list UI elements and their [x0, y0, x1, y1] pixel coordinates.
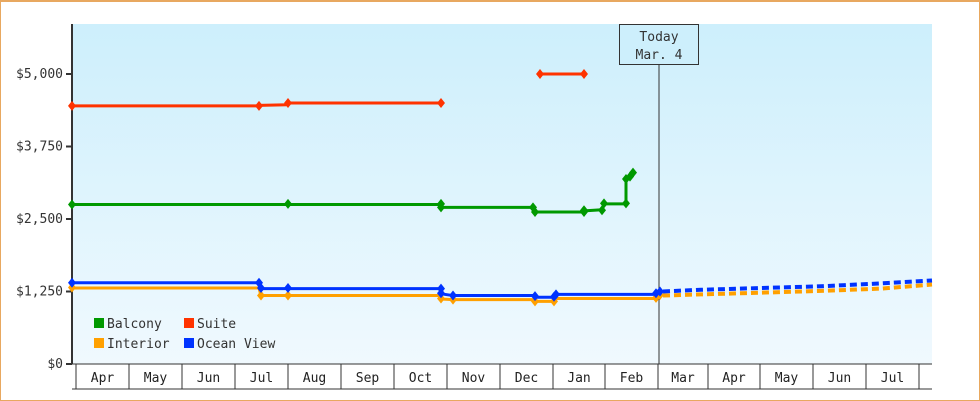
data-point-marker — [580, 205, 588, 216]
data-point-marker — [257, 283, 265, 294]
month-label: Jun — [197, 371, 220, 386]
legend-swatch-interior — [94, 338, 104, 348]
price-line — [72, 101, 441, 108]
today-date: Mar. 4 — [636, 48, 683, 63]
data-point-marker — [255, 100, 263, 111]
y-axis: $0 $1,250 $2,500 $3,750 $5,000 — [16, 24, 73, 372]
month-label: May — [144, 371, 168, 386]
month-label: Sep — [356, 371, 380, 386]
y-tick-label: $3,750 — [16, 140, 63, 155]
data-point-marker — [600, 198, 608, 209]
series-balcony — [68, 167, 637, 218]
data-point-marker — [437, 288, 445, 299]
data-point-marker — [68, 277, 76, 288]
data-point-marker — [437, 98, 445, 108]
month-label: Nov — [462, 371, 486, 386]
month-label: Feb — [620, 371, 644, 386]
data-point-marker — [257, 290, 265, 301]
legend-label: Balcony — [107, 317, 162, 332]
month-label: Apr — [91, 371, 115, 386]
month-label: Jan — [567, 371, 590, 386]
data-point-marker — [68, 199, 76, 210]
data-point-marker — [68, 100, 76, 111]
data-point-marker — [656, 286, 664, 297]
data-point-marker — [449, 290, 457, 301]
data-point-marker — [437, 293, 445, 304]
y-tick-label: $5,000 — [16, 67, 63, 82]
month-label: Oct — [409, 371, 432, 386]
month-label: Mar — [671, 371, 695, 386]
legend-label: Ocean View — [197, 337, 275, 352]
y-tick-label: $1,250 — [16, 285, 63, 300]
data-point-marker — [531, 207, 539, 218]
data-point-marker — [629, 167, 637, 178]
today-box — [619, 24, 699, 65]
x-axis: Apr May Jun Jul Aug Sep Oct Nov Dec Jan Feb Mar Apr M… — [72, 363, 932, 390]
month-label: Apr — [722, 371, 746, 386]
data-point-marker — [437, 202, 445, 213]
series-suite — [68, 69, 588, 111]
month-label: Jun — [828, 371, 851, 386]
data-point-marker — [531, 296, 539, 307]
today-label: Today — [639, 30, 678, 45]
data-point-marker — [580, 69, 588, 79]
legend-swatch-ocean-view — [184, 338, 194, 348]
forecast-line — [662, 278, 933, 294]
legend-label: Interior — [107, 337, 170, 352]
y-tick-label: $2,500 — [16, 212, 63, 227]
month-label: May — [775, 371, 799, 386]
series-lines — [68, 69, 933, 307]
data-point-marker — [284, 283, 292, 294]
legend-label: Suite — [197, 317, 236, 332]
today-marker: Today Mar. 4 — [619, 24, 699, 364]
legend: Balcony Suite Interior Ocean View — [94, 317, 275, 352]
series-ocean-view — [68, 277, 933, 302]
legend-swatch-balcony — [94, 318, 104, 328]
month-label: Aug — [303, 371, 326, 386]
month-label: Jul — [250, 371, 273, 386]
legend-swatch-suite — [184, 318, 194, 328]
y-tick-label: $0 — [47, 357, 63, 372]
data-point-marker — [552, 289, 560, 300]
data-point-marker — [284, 98, 292, 108]
data-point-marker — [531, 291, 539, 302]
plot-area — [72, 24, 932, 364]
data-point-marker — [622, 198, 630, 209]
data-point-marker — [284, 198, 292, 209]
forecast-line — [662, 282, 933, 298]
month-label: Jul — [881, 371, 904, 386]
data-point-marker — [284, 290, 292, 301]
data-point-marker — [536, 69, 544, 79]
month-label: Dec — [515, 371, 538, 386]
